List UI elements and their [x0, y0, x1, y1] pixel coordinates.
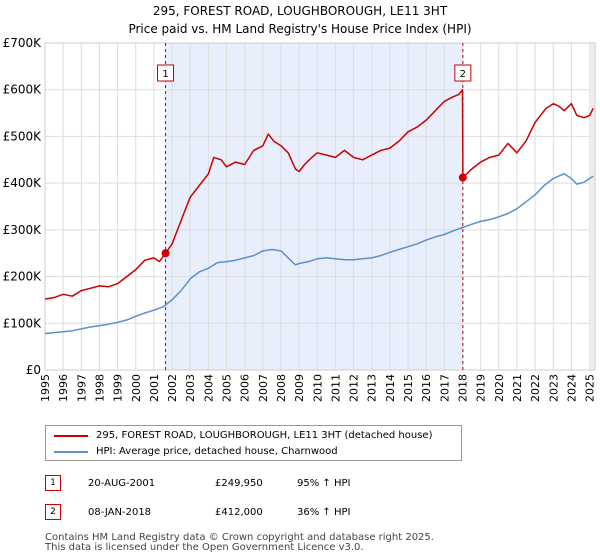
x-tick-label: 2024	[565, 374, 578, 402]
x-tick-label: 2012	[348, 374, 361, 402]
transaction-hpi-change: 95% ↑ HPI	[297, 478, 351, 489]
transaction-date: 20-AUG-2001	[88, 478, 156, 489]
legend: 295, FOREST ROAD, LOUGHBOROUGH, LE11 3HT…	[45, 425, 462, 461]
ownership-shading	[165, 43, 463, 370]
x-tick-label: 2007	[257, 374, 270, 402]
sale-point	[458, 173, 467, 182]
price-chart: £0 £100K £200K £300K £400K £500K £600K £700K 199…	[3, 36, 597, 402]
x-tick-label: 1996	[57, 374, 70, 402]
x-tick-label: 2001	[148, 374, 161, 402]
x-tick-label: 1997	[75, 374, 88, 402]
y-tick-label: £500K	[3, 129, 43, 143]
y-tick-label: £400K	[3, 176, 43, 190]
transaction-price: £249,950	[215, 478, 263, 489]
x-tick-label: 2013	[366, 374, 379, 402]
y-tick-label: £200K	[3, 270, 43, 284]
footer-licence: This data is licensed under the Open Gov…	[45, 542, 364, 553]
transaction-badge: 2	[45, 504, 61, 520]
sale-point	[161, 249, 170, 258]
x-tick-label: 2019	[475, 374, 488, 402]
property-price-line	[44, 88, 594, 300]
x-tick-label: 2023	[547, 374, 560, 402]
x-tick-label: 2025	[584, 374, 597, 402]
x-tick-label: 1995	[39, 374, 52, 402]
x-tick-label: 2020	[493, 374, 506, 402]
x-tick-label: 2015	[402, 374, 415, 402]
x-tick-label: 2011	[329, 374, 342, 402]
x-tick-label: 1999	[112, 374, 125, 402]
sale-marker-box	[454, 64, 472, 82]
x-tick-label: 2018	[456, 374, 469, 402]
y-tick-label: £100K	[3, 316, 43, 330]
x-tick-label: 2006	[239, 374, 252, 402]
legend-label-property: 295, FOREST ROAD, LOUGHBOROUGH, LE11 3HT…	[96, 430, 433, 441]
x-tick-label: 2014	[384, 374, 397, 402]
sale-marker-box	[157, 64, 175, 82]
legend-label-hpi: HPI: Average price, detached house, Char…	[96, 446, 338, 457]
x-tick-label: 2010	[311, 374, 324, 402]
plot-border	[44, 42, 596, 371]
hpi-line	[44, 173, 594, 335]
future-band	[589, 43, 595, 370]
x-tick-label: 2021	[511, 374, 524, 402]
x-tick-label: 2008	[275, 374, 288, 402]
x-tick-label: 2005	[221, 374, 234, 402]
y-tick-label: £600K	[3, 83, 43, 97]
x-tick-label: 2004	[202, 374, 215, 402]
chart-title: 295, FOREST ROAD, LOUGHBOROUGH, LE11 3HT	[152, 4, 448, 18]
transaction-price: £412,000	[215, 507, 263, 518]
y-tick-label: £300K	[3, 223, 43, 237]
x-tick-label: 2009	[293, 374, 306, 402]
x-tick-label: 2000	[130, 374, 143, 402]
transaction-badge: 1	[45, 475, 61, 491]
sale-marker-label: 2	[460, 69, 466, 80]
transaction-date: 08-JAN-2018	[88, 507, 152, 518]
x-tick-label: 2003	[184, 374, 197, 402]
legend-swatch-property	[54, 435, 88, 437]
chart-subtitle: Price paid vs. HM Land Registry's House …	[128, 22, 472, 36]
y-tick-label: £0	[26, 363, 41, 377]
y-tick-label: £700K	[3, 36, 43, 50]
legend-swatch-hpi	[54, 451, 88, 453]
x-tick-label: 2016	[420, 374, 433, 402]
x-tick-label: 2022	[529, 374, 542, 402]
x-tick-label: 2017	[438, 374, 451, 402]
footer-copyright: Contains HM Land Registry data © Crown c…	[45, 532, 434, 543]
sale-marker-label: 1	[162, 69, 168, 80]
transaction-hpi-change: 36% ↑ HPI	[297, 507, 351, 518]
x-tick-label: 2002	[166, 374, 179, 402]
x-tick-label: 1998	[93, 374, 106, 402]
